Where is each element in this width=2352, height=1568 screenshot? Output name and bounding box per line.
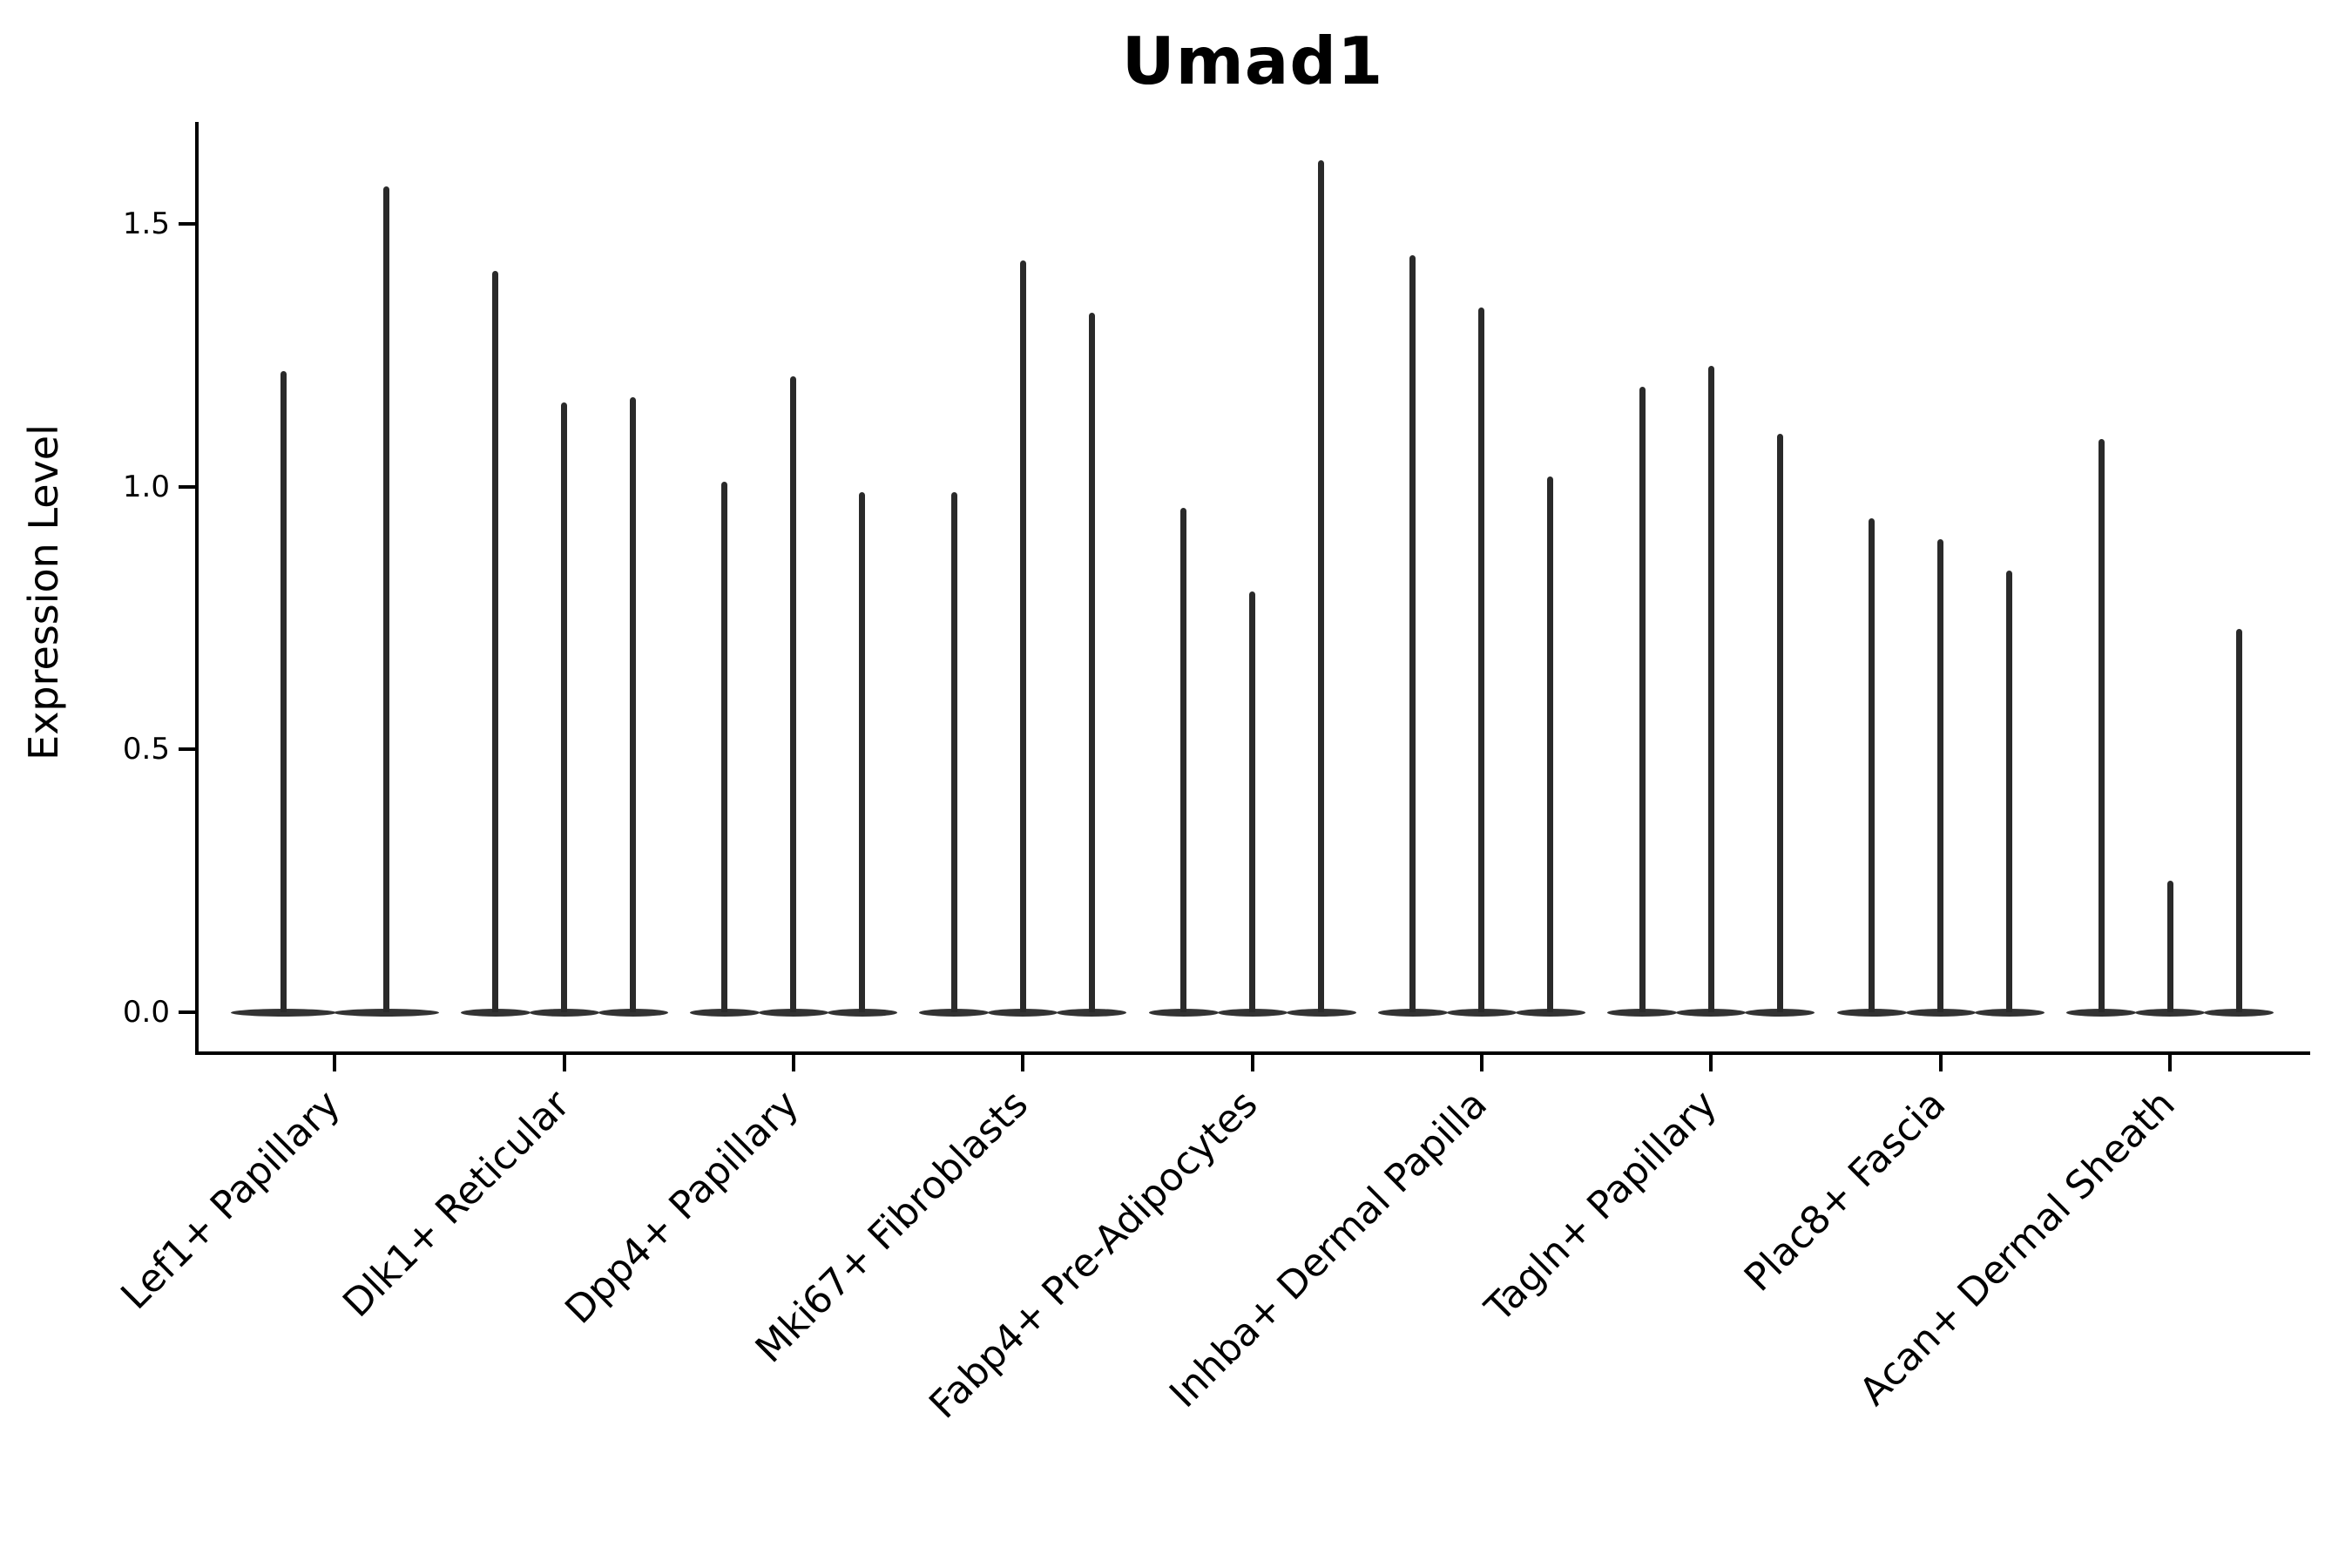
violin-zero-bulk — [988, 1008, 1058, 1017]
y-tick-mark — [179, 747, 195, 752]
violin-zero-bulk — [1377, 1008, 1448, 1017]
violin-max-spike — [2098, 439, 2105, 1013]
x-tick-mark — [1479, 1055, 1484, 1071]
x-tick-mark — [1021, 1055, 1025, 1071]
violin-zero-bulk — [1836, 1008, 1907, 1017]
x-tick-mark — [791, 1055, 795, 1071]
y-tick-label: 1.5 — [122, 206, 170, 241]
violin-max-spike — [1180, 507, 1187, 1013]
y-axis-spine — [195, 122, 199, 1055]
violin-max-spike — [2166, 881, 2173, 1013]
y-tick-mark — [179, 484, 195, 489]
x-tick-mark — [2168, 1055, 2172, 1071]
x-tick-mark — [562, 1055, 566, 1071]
violin-zero-bulk — [689, 1008, 760, 1017]
x-tick-label: Dlk1+ Reticular — [334, 1082, 578, 1326]
y-tick-label: 1.0 — [122, 469, 170, 504]
violin-zero-bulk — [827, 1008, 897, 1017]
violin-zero-bulk — [1974, 1008, 2044, 1017]
violin-zero-bulk — [2066, 1008, 2136, 1017]
violin-max-spike — [1019, 260, 1026, 1013]
violin-max-spike — [1409, 254, 1416, 1013]
violin-zero-bulk — [1515, 1008, 1585, 1017]
violin-max-spike — [1707, 365, 1714, 1013]
violin-zero-bulk — [598, 1008, 668, 1017]
violin-zero-bulk — [529, 1008, 599, 1017]
violin-max-spike — [492, 271, 499, 1013]
violin-zero-bulk — [230, 1008, 336, 1017]
violin-max-spike — [561, 402, 568, 1013]
violin-max-spike — [1547, 476, 1554, 1013]
violin-max-spike — [2235, 628, 2242, 1013]
x-tick-label: Lef1+ Papillary — [112, 1082, 349, 1319]
violin-zero-bulk — [1057, 1008, 1127, 1017]
violin-zero-bulk — [919, 1008, 990, 1017]
y-tick-mark — [179, 1010, 195, 1015]
violin-zero-bulk — [2204, 1008, 2274, 1017]
violin-max-spike — [721, 481, 728, 1013]
violin-zero-bulk — [2135, 1008, 2205, 1017]
x-tick-label: Plac8+ Fascia — [1736, 1082, 1955, 1301]
violin-max-spike — [1088, 313, 1095, 1013]
violin-zero-bulk — [333, 1008, 439, 1017]
x-tick-label: Dpp4+ Papillary — [557, 1082, 808, 1333]
x-axis-spine — [195, 1051, 2310, 1055]
violin-zero-bulk — [1446, 1008, 1517, 1017]
violin-zero-bulk — [1286, 1008, 1356, 1017]
violin-max-spike — [2006, 571, 2013, 1013]
y-tick-mark — [179, 221, 195, 226]
violin-zero-bulk — [1217, 1008, 1288, 1017]
x-tick-mark — [333, 1055, 337, 1071]
x-tick-mark — [1709, 1055, 1713, 1071]
violin-max-spike — [382, 186, 389, 1013]
violin-zero-bulk — [1148, 1008, 1219, 1017]
violin-max-spike — [859, 491, 866, 1013]
violin-zero-bulk — [1745, 1008, 1815, 1017]
violin-max-spike — [630, 396, 637, 1013]
violin-max-spike — [950, 491, 957, 1013]
x-tick-mark — [1938, 1055, 1943, 1071]
violin-zero-bulk — [1607, 1008, 1678, 1017]
chart-title: Umad1 — [1121, 23, 1384, 99]
violin-max-spike — [280, 370, 287, 1013]
violin-max-spike — [790, 375, 797, 1013]
violin-max-spike — [1937, 538, 1944, 1013]
violin-max-spike — [1478, 308, 1485, 1013]
x-tick-mark — [1250, 1055, 1254, 1071]
y-tick-label: 0.0 — [122, 995, 170, 1031]
violin-zero-bulk — [758, 1008, 828, 1017]
violin-max-spike — [1639, 386, 1646, 1013]
violin-max-spike — [1776, 434, 1783, 1013]
violin-max-spike — [1869, 517, 1876, 1013]
violin-zero-bulk — [1676, 1008, 1747, 1017]
violin-zero-bulk — [1905, 1008, 1976, 1017]
violin-max-spike — [1318, 160, 1325, 1013]
violin-max-spike — [1249, 591, 1256, 1013]
violin-zero-bulk — [460, 1008, 531, 1017]
x-tick-label: Tagln+ Papillary — [1476, 1082, 1726, 1331]
y-tick-label: 0.5 — [122, 732, 170, 767]
